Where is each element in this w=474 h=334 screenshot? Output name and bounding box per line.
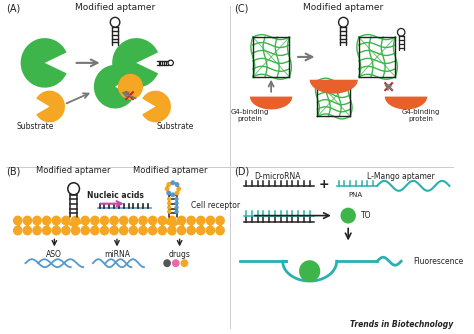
Circle shape — [163, 259, 171, 267]
Wedge shape — [36, 91, 65, 122]
Circle shape — [90, 225, 100, 235]
Circle shape — [176, 186, 181, 191]
Text: ASO: ASO — [46, 250, 62, 259]
Circle shape — [32, 215, 42, 225]
Circle shape — [167, 215, 177, 225]
Circle shape — [167, 225, 177, 235]
Circle shape — [128, 225, 138, 235]
Circle shape — [119, 225, 128, 235]
Circle shape — [119, 215, 128, 225]
Circle shape — [81, 225, 90, 235]
Text: Modified aptamer: Modified aptamer — [133, 166, 207, 175]
Circle shape — [148, 215, 157, 225]
Text: G4-binding
protein: G4-binding protein — [401, 110, 439, 123]
Circle shape — [42, 215, 52, 225]
Circle shape — [186, 215, 196, 225]
Circle shape — [100, 215, 109, 225]
Text: Fluorescence: Fluorescence — [414, 257, 464, 266]
Circle shape — [13, 225, 23, 235]
Wedge shape — [142, 91, 171, 122]
Text: (C): (C) — [235, 3, 249, 13]
Circle shape — [215, 225, 225, 235]
Circle shape — [172, 259, 180, 267]
Wedge shape — [118, 74, 143, 100]
Circle shape — [171, 192, 175, 197]
Circle shape — [90, 215, 100, 225]
Circle shape — [167, 205, 171, 210]
Circle shape — [157, 225, 167, 235]
Text: TO: TO — [361, 211, 371, 220]
Text: Nucleic acids: Nucleic acids — [87, 191, 144, 200]
Circle shape — [167, 209, 171, 214]
Circle shape — [174, 209, 179, 214]
Circle shape — [109, 225, 119, 235]
Circle shape — [100, 225, 109, 235]
Circle shape — [61, 225, 71, 235]
Circle shape — [61, 215, 71, 225]
Circle shape — [157, 215, 167, 225]
Wedge shape — [112, 38, 158, 88]
Text: L-Mango aptamer: L-Mango aptamer — [367, 172, 435, 181]
Circle shape — [52, 225, 61, 235]
Circle shape — [174, 201, 179, 205]
Circle shape — [166, 190, 171, 195]
Circle shape — [174, 205, 179, 210]
Circle shape — [196, 215, 206, 225]
Circle shape — [177, 225, 186, 235]
Text: Substrate: Substrate — [17, 122, 54, 131]
Circle shape — [166, 182, 171, 187]
Text: D-microRNA: D-microRNA — [255, 172, 301, 181]
Circle shape — [71, 225, 81, 235]
Text: miRNA: miRNA — [104, 250, 130, 259]
Circle shape — [174, 190, 179, 195]
Circle shape — [206, 215, 215, 225]
Circle shape — [164, 186, 169, 191]
Circle shape — [52, 215, 61, 225]
Text: Modified aptamer: Modified aptamer — [303, 3, 383, 12]
Circle shape — [109, 215, 119, 225]
Circle shape — [128, 215, 138, 225]
Text: Cell receptor: Cell receptor — [191, 201, 240, 210]
Polygon shape — [310, 80, 358, 94]
Circle shape — [167, 197, 171, 201]
Circle shape — [81, 215, 90, 225]
Circle shape — [71, 215, 81, 225]
Text: Substrate: Substrate — [156, 122, 193, 131]
Wedge shape — [94, 65, 133, 109]
Circle shape — [23, 215, 32, 225]
Circle shape — [32, 225, 42, 235]
Text: (B): (B) — [6, 166, 20, 176]
Circle shape — [42, 225, 52, 235]
Circle shape — [177, 215, 186, 225]
Text: Trends in Biotechnology: Trends in Biotechnology — [350, 320, 453, 329]
Circle shape — [186, 225, 196, 235]
Text: Modified aptamer: Modified aptamer — [75, 3, 155, 12]
Circle shape — [174, 182, 179, 187]
Text: (D): (D) — [235, 166, 250, 176]
Circle shape — [171, 180, 175, 185]
Text: (A): (A) — [6, 3, 20, 13]
Circle shape — [148, 225, 157, 235]
Wedge shape — [21, 38, 66, 88]
Circle shape — [196, 225, 206, 235]
Text: Modified aptamer: Modified aptamer — [36, 166, 111, 175]
Text: G4-binding
protein: G4-binding protein — [231, 110, 269, 123]
Circle shape — [138, 215, 148, 225]
Circle shape — [167, 201, 171, 205]
Circle shape — [13, 215, 23, 225]
Polygon shape — [250, 97, 292, 110]
Circle shape — [299, 260, 320, 282]
Text: drugs: drugs — [169, 250, 191, 259]
Circle shape — [206, 225, 215, 235]
Text: PNA: PNA — [349, 192, 363, 198]
Circle shape — [340, 208, 356, 223]
Text: +: + — [319, 178, 329, 191]
Circle shape — [138, 225, 148, 235]
Circle shape — [181, 259, 188, 267]
Circle shape — [174, 197, 179, 201]
Polygon shape — [385, 97, 427, 110]
Circle shape — [215, 215, 225, 225]
Circle shape — [23, 225, 32, 235]
